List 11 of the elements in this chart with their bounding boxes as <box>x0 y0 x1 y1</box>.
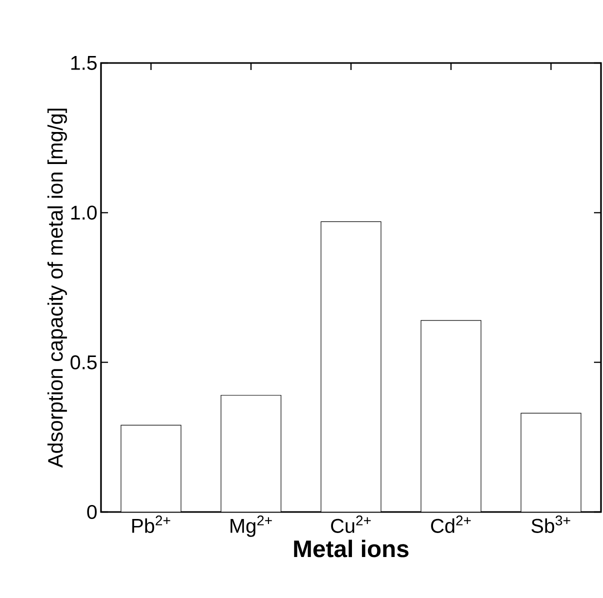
y-tick-label: 0 <box>87 504 97 520</box>
y-axis-title: Adsorption capacity of metal ion [mg/g] <box>47 108 67 468</box>
x-tick-label: Sb$^{3+}$ <box>532 516 570 533</box>
y-tick-label: 0.5 <box>70 355 97 370</box>
x-tick-label: Cu$^{2+}$ <box>331 516 371 533</box>
x-tick-label: Mg$^{2+}$ <box>230 516 272 537</box>
x-axis-title: Metal ions <box>294 540 408 558</box>
x-tick-label: Pb$^{2+}$ <box>132 516 170 533</box>
y-tick-label: 1.5 <box>71 56 97 70</box>
y-tick-label: 1.0 <box>71 206 97 220</box>
x-tick-label: Cd$^{2+}$ <box>431 516 471 533</box>
